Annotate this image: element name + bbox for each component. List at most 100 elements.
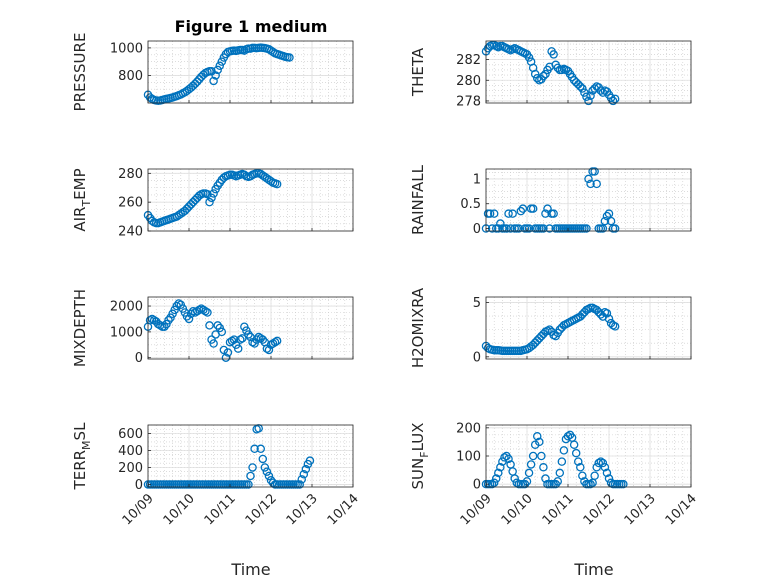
data-point (272, 179, 282, 189)
data-point (217, 327, 227, 337)
y-tick-label: 1 (473, 172, 481, 187)
data-point (604, 474, 614, 483)
subplot-pressure: 800 1000 PRESSURE (71, 33, 354, 112)
data-point (213, 321, 222, 330)
data-point (262, 467, 272, 476)
data-point (504, 454, 513, 464)
axes-box (147, 296, 354, 360)
y-tick-label: 0 (473, 222, 481, 237)
plot-area (148, 425, 353, 487)
data-point (598, 224, 608, 233)
data-point (524, 53, 534, 62)
data-point (209, 189, 218, 198)
data-point (578, 471, 587, 480)
data-point (606, 478, 616, 488)
data-point (209, 76, 218, 86)
data-point (610, 224, 620, 233)
data-point (582, 92, 591, 102)
y-tick-label: 0 (473, 478, 481, 493)
data-point (201, 306, 210, 316)
data-point (539, 463, 548, 472)
data-point (596, 457, 606, 466)
data-point (526, 460, 536, 469)
data-point (528, 451, 538, 461)
y-tick-label: 1000 (110, 325, 143, 340)
data-point (211, 71, 220, 80)
data-point (571, 448, 581, 458)
axes-box (485, 168, 692, 232)
data-point (516, 206, 526, 216)
data-point (596, 310, 606, 319)
data-point (545, 325, 554, 334)
data-point (205, 197, 214, 207)
y-axis-label: AIRTEMP (71, 168, 93, 231)
data-point (240, 170, 249, 180)
data-point (174, 299, 183, 308)
data-point (192, 77, 202, 86)
data-point (610, 322, 620, 331)
data-point (592, 179, 601, 189)
y-axis-label: THETA (409, 47, 427, 97)
data-point (489, 478, 499, 488)
y-axis-label: SUNFLUX (409, 423, 431, 490)
data-point (272, 336, 282, 346)
y-tick-label: 0.5 (460, 197, 481, 212)
y-tick-label: 0 (135, 351, 143, 366)
data-point (569, 440, 579, 449)
data-point (602, 309, 612, 318)
data-point (602, 211, 612, 221)
data-point (494, 224, 503, 233)
subplot-h2omixra: 0 5 H2OMIXRA (409, 287, 692, 368)
data-point (586, 179, 595, 189)
data-point (608, 96, 618, 106)
data-point (188, 306, 198, 316)
data-point (541, 474, 550, 483)
data-point (576, 82, 585, 91)
data-point (194, 305, 204, 315)
data-point (297, 475, 306, 484)
data-point (164, 315, 173, 325)
data-point (604, 209, 614, 218)
data-point (557, 457, 567, 466)
data-point (549, 209, 558, 218)
data-point (553, 477, 563, 486)
data-point (223, 348, 233, 357)
data-point (508, 209, 517, 218)
x-axis-label-left: Time (230, 560, 270, 579)
data-point (295, 480, 304, 489)
data-point (598, 458, 608, 468)
data-point (489, 209, 499, 218)
y-tick-label: 260 (118, 196, 143, 211)
data-point (250, 444, 259, 454)
data-point (549, 50, 558, 59)
data-point (510, 474, 519, 483)
y-tick-label: 200 (456, 421, 481, 436)
subplot-theta: 278 280 282 THETA (409, 40, 692, 109)
data-point (205, 321, 214, 330)
data-point (518, 204, 528, 213)
y-axis-label: TERRMSL (71, 422, 93, 491)
data-point (500, 453, 509, 462)
data-point (305, 456, 315, 465)
axes-box (147, 424, 354, 488)
data-point (252, 335, 261, 344)
data-point (264, 345, 274, 355)
y-tick-label: 2000 (110, 300, 143, 315)
data-point (491, 474, 501, 483)
y-axis-label: PRESSURE (71, 33, 89, 112)
data-point (543, 204, 552, 213)
data-point (246, 471, 255, 481)
data-point (217, 57, 227, 66)
y-axis-label: RAINFALL (409, 164, 427, 235)
data-point (285, 53, 294, 62)
data-point (610, 94, 620, 104)
data-point (541, 209, 550, 218)
data-point (209, 339, 218, 348)
data-point (535, 437, 544, 447)
data-point (184, 314, 194, 324)
y-axis-label: H2OMIXRA (409, 287, 427, 368)
data-point (574, 457, 583, 466)
y-tick-label: 0 (473, 350, 481, 365)
data-point (586, 479, 595, 489)
data-point (229, 335, 239, 344)
